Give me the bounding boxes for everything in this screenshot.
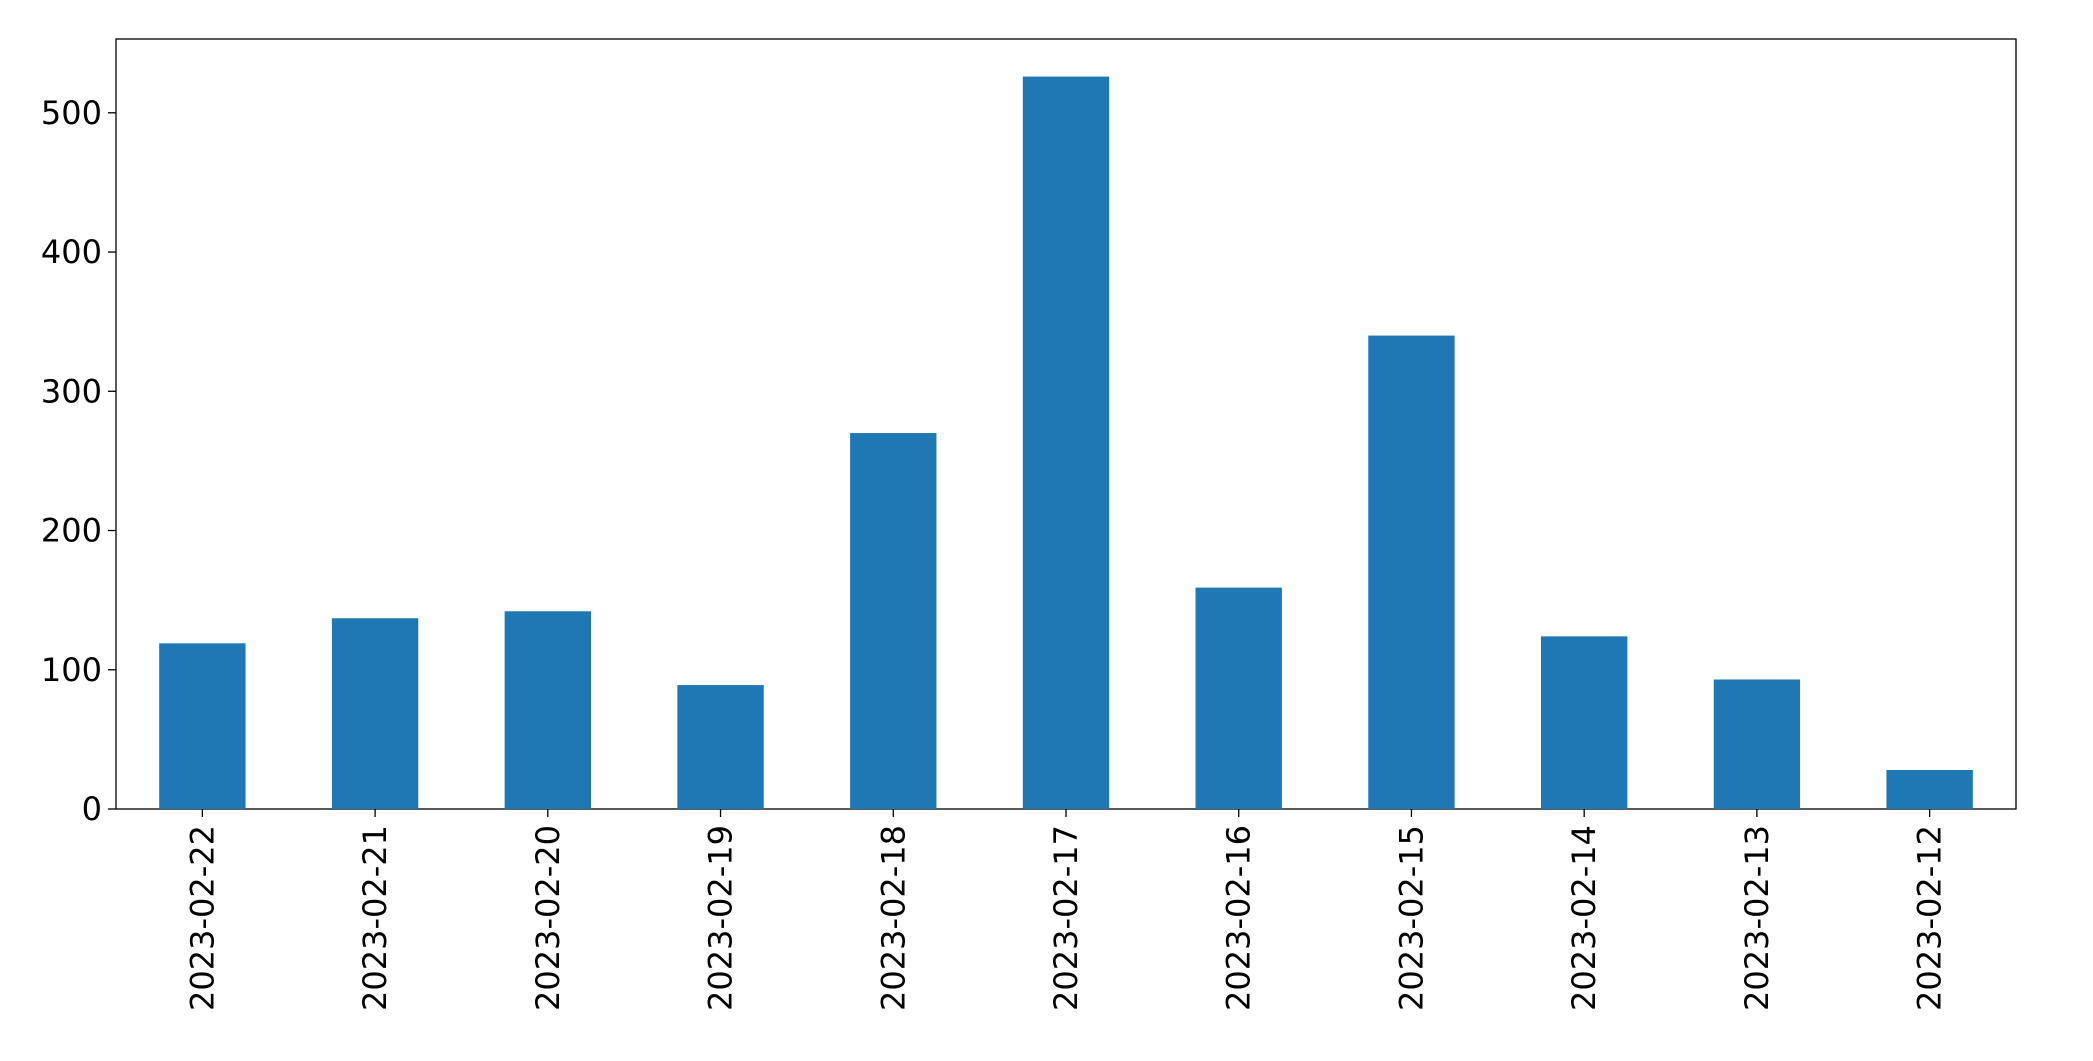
x-tick-label: 2023-02-22 <box>183 825 221 1011</box>
x-tick-label: 2023-02-19 <box>702 825 740 1011</box>
y-tick-label: 200 <box>41 512 102 550</box>
x-tick-label: 2023-02-14 <box>1565 825 1603 1011</box>
bar <box>1022 76 1110 809</box>
bar <box>1368 335 1455 809</box>
x-tick-label: 2023-02-21 <box>356 825 394 1011</box>
x-tick-label: 2023-02-13 <box>1738 825 1776 1011</box>
bar <box>677 685 764 809</box>
x-tick-label: 2023-02-15 <box>1392 825 1430 1011</box>
y-tick-label: 100 <box>41 651 102 689</box>
bar <box>1713 679 1801 809</box>
bar <box>504 611 591 809</box>
bar <box>159 643 246 809</box>
bar <box>331 618 419 809</box>
x-tick-label: 2023-02-12 <box>1911 825 1949 1011</box>
bar <box>1886 770 1973 809</box>
bar <box>1541 636 1628 809</box>
x-tick-label: 2023-02-18 <box>874 825 912 1011</box>
x-tick-label: 2023-02-17 <box>1047 825 1085 1011</box>
y-tick-label: 500 <box>41 94 102 132</box>
x-tick-label: 2023-02-20 <box>529 825 567 1011</box>
x-tick-label: 2023-02-16 <box>1220 825 1258 1011</box>
bar <box>1195 587 1282 809</box>
y-tick-label: 0 <box>82 790 102 828</box>
y-tick-label: 400 <box>41 233 102 271</box>
y-tick-label: 300 <box>41 372 102 410</box>
bar <box>850 433 937 809</box>
